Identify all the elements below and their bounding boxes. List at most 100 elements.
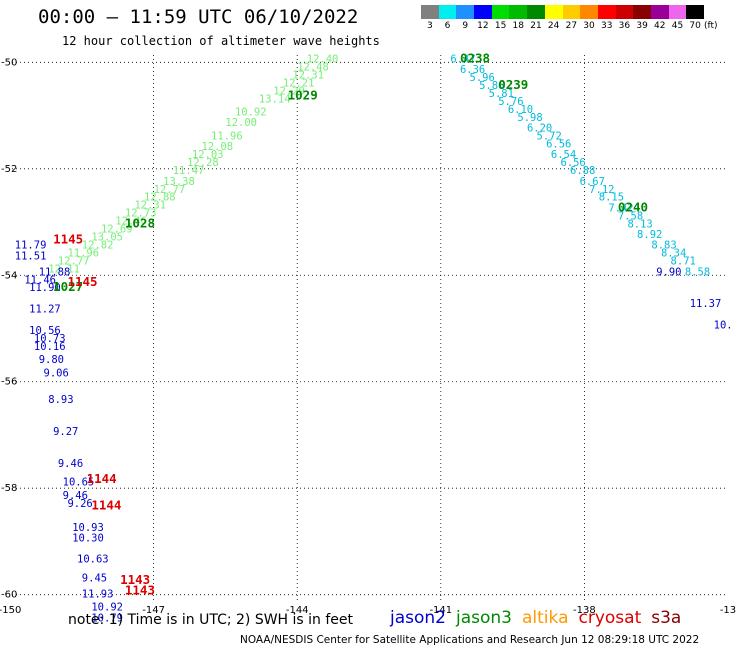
pass-time-label: 1027 <box>53 279 83 294</box>
scale-swatch <box>474 5 492 19</box>
pass-time-label: 0238 <box>460 50 490 65</box>
scale-label: 6 <box>444 21 451 31</box>
scale-label: 39 <box>636 21 648 31</box>
wave-height-value: 12.31 <box>292 69 324 81</box>
wave-height-value: 11.46 <box>24 274 56 286</box>
scale-swatch <box>421 5 439 19</box>
wave-height-value: 6.54 <box>551 149 576 161</box>
scale-swatch <box>668 5 687 19</box>
wave-height-value: 10.79 <box>91 612 123 624</box>
wave-height-value: 13.05 <box>91 232 123 244</box>
wave-height-value: 12.31 <box>134 200 166 212</box>
wave-height-value: 8.83 <box>651 240 676 252</box>
y-tick-label: -52 <box>1 164 17 175</box>
wave-height-value: 8.71 <box>671 256 696 268</box>
scale-label: 12 <box>477 21 489 31</box>
wave-height-value: 10.65 <box>63 477 95 489</box>
wave-height-value: 11.79 <box>15 240 47 252</box>
scale-bin: 18 <box>509 5 528 31</box>
wave-height-value: 11.47 <box>173 165 205 177</box>
x-tick-label: -147 <box>142 605 165 616</box>
scale-bin: 3 <box>421 5 439 31</box>
x-tick-label: -13 <box>720 605 736 616</box>
wave-height-value: 10. <box>714 320 733 332</box>
wave-height-value: 6.10 <box>508 104 533 116</box>
wave-height-value: 8.92 <box>637 229 662 241</box>
scale-bin: 12 <box>474 5 492 31</box>
wave-height-value: 8.15 <box>599 192 624 204</box>
wave-height-value: 13.38 <box>163 176 195 188</box>
scale-label: 9 <box>462 21 469 31</box>
wave-height-value: 7.58 <box>618 210 643 222</box>
wave-height-value: 6.67 <box>580 176 605 188</box>
pass-time-label: 1143 <box>120 572 150 587</box>
scale-swatch <box>597 5 616 19</box>
y-tick-label: -60 <box>1 590 17 601</box>
wave-height-value: 11.27 <box>29 304 61 316</box>
scale-label: 24 <box>547 21 560 31</box>
wave-height-value: 9.27 <box>53 426 78 438</box>
wave-height-value: 8.34 <box>661 248 686 260</box>
scale-label: 27 <box>565 21 578 31</box>
scale-bin: 39 <box>633 5 651 31</box>
wave-height-value: 5.76 <box>498 96 523 108</box>
pass-time-label: 1145 <box>53 231 83 246</box>
wave-height-value: 10.63 <box>77 554 109 566</box>
scale-bin: 15 <box>491 5 510 31</box>
wave-height-value: 6.56 <box>560 157 585 169</box>
scale-bin: 27 <box>562 5 581 31</box>
scale-bin: 21 <box>527 5 545 31</box>
scale-bin: 24 <box>544 5 563 31</box>
wave-height-value: 6.88 <box>570 165 595 177</box>
wave-height-value: 12.46 <box>115 216 147 228</box>
wave-height-value: 8.58 <box>685 266 710 278</box>
y-tick-label: -50 <box>1 57 17 68</box>
wave-height-value: 6.56 <box>546 139 571 151</box>
scale-unit: (ft) <box>704 21 718 31</box>
scale-swatch <box>562 5 581 19</box>
wave-height-value: 10.73 <box>34 333 66 345</box>
wave-height-value: 6.20 <box>527 123 552 135</box>
legend-item-jason3: jason3 <box>456 608 512 628</box>
scale-bin: 33 <box>597 5 616 31</box>
wave-height-value: 9.06 <box>44 367 69 379</box>
wave-height-value: 12.82 <box>82 240 114 252</box>
scale-label: 45 <box>671 21 684 31</box>
scale-bin: 30 <box>580 5 598 31</box>
y-tick-label: -54 <box>1 270 17 281</box>
pass-time-label: 1144 <box>87 471 117 486</box>
map-subtitle: 12 hour collection of altimeter wave hei… <box>62 34 380 48</box>
wave-height-value: 11.37 <box>690 298 722 310</box>
wave-height-value: 12.11 <box>48 264 80 276</box>
wave-height-color-scale: 3 6 9 12 15 18 21 24 27 30 33 36 39 42 45 70 (ft) <box>421 5 718 31</box>
scale-swatch <box>509 5 528 19</box>
wave-height-value: 12.21 <box>283 77 315 89</box>
wave-height-value: 12.00 <box>225 117 257 129</box>
wave-height-value: 12.29 <box>273 85 305 97</box>
credit-line: NOAA/NESDIS Center for Satellite Applica… <box>240 634 700 646</box>
x-tick-label: -144 <box>286 605 309 616</box>
wave-height-value: 10.92 <box>235 107 267 119</box>
scale-label: 36 <box>618 21 631 31</box>
wave-height-value: 12.73 <box>125 208 157 220</box>
wave-height-value: 8.93 <box>48 394 73 406</box>
wave-height-value: 12.28 <box>187 157 219 169</box>
scale-swatch <box>491 5 510 19</box>
wave-height-value: 10.16 <box>34 341 66 353</box>
wave-height-value: 5.81 <box>489 88 514 100</box>
y-tick-label: -56 <box>1 377 17 388</box>
satellite-legend: jason2 jason3 altika cryosat s3a <box>390 608 691 628</box>
pass-time-label: 1029 <box>288 88 318 103</box>
x-tick-label: -150 <box>0 605 21 616</box>
wave-height-value: 12.88 <box>144 192 176 204</box>
wave-height-value: 13.14 <box>259 93 291 105</box>
pass-time-label: 1028 <box>125 215 155 230</box>
wave-height-value: 10.93 <box>72 522 104 534</box>
scale-bin: 45 <box>668 5 687 31</box>
scale-label: 30 <box>583 21 595 31</box>
scale-bin: 70 <box>686 5 704 31</box>
wave-height-value: 5.72 <box>537 131 562 143</box>
wave-height-value: 12.69 <box>101 224 133 236</box>
legend-item-s3a: s3a <box>651 608 682 628</box>
